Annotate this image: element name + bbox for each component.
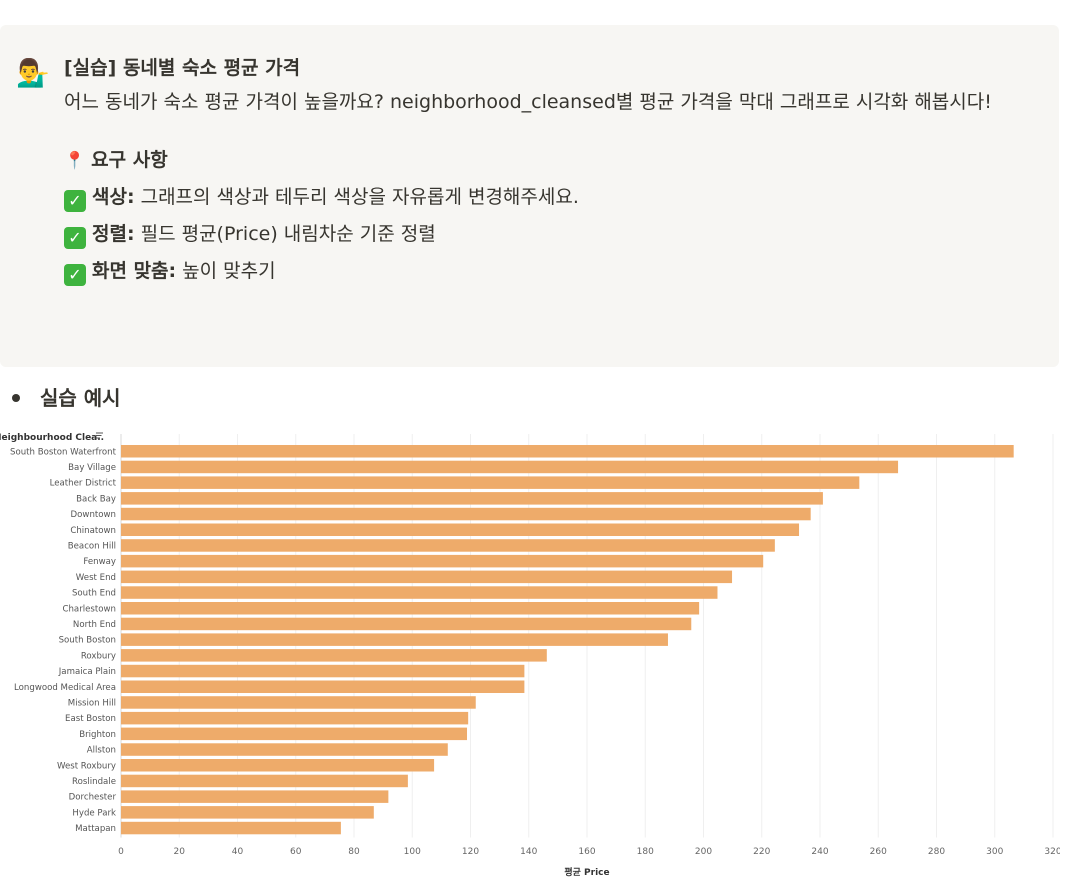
category-label: Mattapan — [75, 824, 116, 834]
category-label: Roxbury — [81, 651, 116, 661]
round-pushpin-icon: 📍 — [64, 151, 86, 171]
callout-title: [실습] 동네별 숙소 평균 가격 — [64, 57, 301, 79]
x-tick-label: 320 — [1044, 847, 1060, 857]
chart-image: South Boston Waterfront Bay Village Leathe… — [0, 424, 1062, 878]
category-label: South Boston Waterfront — [10, 447, 117, 457]
x-tick-label: 280 — [928, 847, 945, 857]
x-tick-label: 140 — [520, 847, 537, 857]
bar[interactable] — [121, 759, 435, 772]
requirements-title: 요구 사항 — [91, 149, 168, 171]
category-label: Leather District — [50, 479, 117, 489]
x-tick-label: 220 — [753, 847, 770, 857]
bar[interactable] — [121, 586, 718, 599]
x-tick-label: 100 — [404, 847, 421, 857]
bar[interactable] — [121, 492, 823, 505]
x-tick-label: 80 — [348, 847, 360, 857]
bar[interactable] — [121, 664, 525, 678]
x-tick-label: 180 — [637, 847, 654, 857]
check-mark-icon: ✓ — [64, 264, 86, 286]
row-header[interactable]: Neighbourhood Clea.. — [0, 433, 104, 443]
bar[interactable] — [121, 696, 476, 709]
x-tick-label: 300 — [986, 847, 1003, 857]
category-label: Bay Village — [68, 463, 116, 473]
requirement-text: 그래프의 색상과 테두리 색상을 자유롭게 변경해주세요. — [134, 186, 579, 208]
requirement-label: 정렬: — [92, 223, 135, 245]
bar[interactable] — [121, 711, 469, 725]
requirements-heading: 📍 요구 사항 — [64, 142, 1039, 179]
x-tick-label: 200 — [695, 847, 712, 857]
bar[interactable] — [121, 821, 341, 835]
requirement-item: ✓ 정렬: 필드 평균(Price) 내림차순 기준 정렬 — [64, 216, 1039, 253]
requirement-text: 필드 평균(Price) 내림차순 기준 정렬 — [134, 223, 436, 245]
bar[interactable] — [121, 727, 468, 741]
x-tick-label: 240 — [811, 847, 828, 857]
requirement-item: ✓ 화면 맞춤: 높이 맞추기 — [64, 253, 1039, 290]
x-axis-ticks: 0 20 40 60 80 100 120 140 160 180 200 220 240 260 280 3… — [118, 847, 1062, 857]
x-tick-label: 260 — [870, 847, 887, 857]
callout-description: 어느 동네가 숙소 평균 가격이 높을까요? neighborhood_clea… — [64, 91, 992, 113]
check-mark-icon: ✓ — [64, 227, 86, 249]
bar[interactable] — [121, 445, 1014, 458]
category-label: Chinatown — [70, 526, 116, 536]
bar[interactable] — [121, 570, 733, 584]
requirement-text: 높이 맞추기 — [176, 260, 276, 282]
x-tick-label: 40 — [232, 847, 244, 857]
category-label: Fenway — [83, 557, 116, 567]
example-heading: 실습 예시 — [40, 386, 121, 410]
category-label: Charlestown — [62, 604, 116, 614]
bar[interactable] — [121, 476, 860, 489]
x-tick-label: 120 — [462, 847, 479, 857]
category-label: Jamaica Plain — [58, 667, 116, 677]
requirement-label: 색상: — [92, 186, 135, 208]
bar[interactable] — [121, 649, 547, 662]
requirement-label: 화면 맞춤: — [92, 260, 177, 282]
bar[interactable] — [121, 617, 692, 631]
bar[interactable] — [121, 633, 668, 646]
category-label: Dorchester — [69, 793, 117, 803]
category-label: North End — [73, 620, 116, 630]
x-tick-label: 20 — [174, 847, 186, 857]
bulleted-list-item[interactable]: 실습 예시 — [0, 380, 400, 416]
category-label: East Boston — [65, 714, 116, 724]
bar[interactable] — [121, 554, 764, 568]
category-label: Hyde Park — [72, 808, 116, 818]
category-label: Back Bay — [76, 494, 116, 504]
category-label: Roslindale — [72, 777, 116, 787]
category-label: Beacon Hill — [68, 541, 116, 551]
check-mark-icon: ✓ — [64, 190, 86, 212]
callout-content: [실습] 동네별 숙소 평균 가격 어느 동네가 숙소 평균 가격이 높을까요?… — [64, 53, 1039, 290]
person-tipping-hand-icon[interactable]: 💁‍♂️ — [16, 58, 50, 89]
x-axis-label: 평균 Price — [564, 866, 609, 878]
category-label: Longwood Medical Area — [14, 683, 116, 693]
category-labels: South Boston Waterfront Bay Village Leathe… — [10, 447, 117, 834]
category-label: West End — [76, 573, 116, 583]
callout-block: 💁‍♂️ [실습] 동네별 숙소 평균 가격 어느 동네가 숙소 평균 가격이 … — [0, 25, 1059, 367]
bar[interactable] — [121, 743, 448, 756]
bar[interactable] — [121, 790, 389, 803]
x-tick-label: 0 — [118, 847, 124, 857]
requirement-item: ✓ 색상: 그래프의 색상과 테두리 색상을 자유롭게 변경해주세요. — [64, 179, 1039, 216]
bar[interactable] — [121, 523, 800, 537]
bar[interactable] — [121, 460, 899, 474]
chart-bars — [121, 445, 1014, 835]
category-label: West Roxbury — [57, 761, 116, 771]
x-tick-label: 60 — [290, 847, 302, 857]
sort-icon[interactable] — [96, 432, 103, 439]
x-tick-label: 160 — [578, 847, 595, 857]
bar[interactable] — [121, 507, 811, 521]
bar[interactable] — [121, 774, 408, 788]
category-label: Allston — [87, 746, 116, 756]
category-label: Brighton — [79, 730, 116, 740]
bar[interactable] — [121, 806, 374, 819]
category-label: Downtown — [71, 510, 116, 520]
bar[interactable] — [121, 602, 700, 615]
bar[interactable] — [121, 680, 525, 694]
category-label: Mission Hill — [68, 698, 116, 708]
bar-chart: South Boston Waterfront Bay Village Leathe… — [0, 432, 1062, 878]
category-label: South Boston — [59, 636, 116, 646]
bar[interactable] — [121, 539, 775, 552]
bullet-icon — [12, 394, 20, 402]
category-label: South End — [72, 589, 116, 599]
